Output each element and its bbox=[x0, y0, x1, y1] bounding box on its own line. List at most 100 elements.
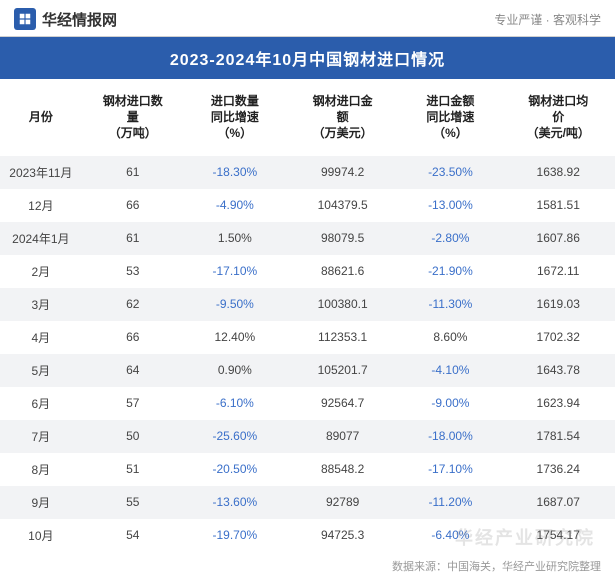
cell-qty-yoy: -25.60% bbox=[184, 420, 286, 453]
cell-qty: 61 bbox=[82, 222, 184, 255]
cell-month: 8月 bbox=[0, 453, 82, 486]
cell-amt: 99974.2 bbox=[286, 156, 399, 189]
table-row: 2023年11月61-18.30%99974.2-23.50%1638.92 bbox=[0, 156, 615, 189]
cell-price: 1619.03 bbox=[501, 288, 615, 321]
cell-month: 5月 bbox=[0, 354, 82, 387]
cell-amt-yoy: -17.10% bbox=[399, 453, 501, 486]
cell-qty-yoy: -9.50% bbox=[184, 288, 286, 321]
cell-month: 9月 bbox=[0, 486, 82, 519]
table-row: 12月66-4.90%104379.5-13.00%1581.51 bbox=[0, 189, 615, 222]
table-row: 8月51-20.50%88548.2-17.10%1736.24 bbox=[0, 453, 615, 486]
cell-qty-yoy: -13.60% bbox=[184, 486, 286, 519]
data-table-wrap: 月份 钢材进口数量（万吨） 进口数量同比增速（%） 钢材进口金额（万美元） 进口… bbox=[0, 79, 615, 552]
cell-qty: 66 bbox=[82, 189, 184, 222]
cell-amt-yoy: -6.40% bbox=[399, 519, 501, 552]
cell-amt: 112353.1 bbox=[286, 321, 399, 354]
cell-qty: 50 bbox=[82, 420, 184, 453]
cell-qty-yoy: -6.10% bbox=[184, 387, 286, 420]
table-row: 7月50-25.60%89077-18.00%1781.54 bbox=[0, 420, 615, 453]
table-row: 3月62-9.50%100380.1-11.30%1619.03 bbox=[0, 288, 615, 321]
cell-amt-yoy: -13.00% bbox=[399, 189, 501, 222]
cell-qty: 51 bbox=[82, 453, 184, 486]
table-row: 10月54-19.70%94725.3-6.40%1754.17 bbox=[0, 519, 615, 552]
cell-price: 1672.11 bbox=[501, 255, 615, 288]
cell-price: 1736.24 bbox=[501, 453, 615, 486]
col-header-amt: 钢材进口金额（万美元） bbox=[286, 79, 399, 156]
cell-amt-yoy: -21.90% bbox=[399, 255, 501, 288]
cell-amt-yoy: -9.00% bbox=[399, 387, 501, 420]
brand-block: 华经情报网 bbox=[14, 8, 117, 30]
table-row: 2024年1月611.50%98079.5-2.80%1607.86 bbox=[0, 222, 615, 255]
cell-qty-yoy: 1.50% bbox=[184, 222, 286, 255]
table-row: 9月55-13.60%92789-11.20%1687.07 bbox=[0, 486, 615, 519]
col-header-price: 钢材进口均价（美元/吨） bbox=[501, 79, 615, 156]
cell-price: 1643.78 bbox=[501, 354, 615, 387]
cell-price: 1607.86 bbox=[501, 222, 615, 255]
cell-qty-yoy: -20.50% bbox=[184, 453, 286, 486]
source-footer: 数据来源：中国海关，华经产业研究院整理 bbox=[0, 552, 615, 574]
cell-amt-yoy: -23.50% bbox=[399, 156, 501, 189]
cell-month: 7月 bbox=[0, 420, 82, 453]
cell-qty-yoy: -17.10% bbox=[184, 255, 286, 288]
cell-amt: 104379.5 bbox=[286, 189, 399, 222]
cell-amt-yoy: 8.60% bbox=[399, 321, 501, 354]
page-title: 2023-2024年10月中国钢材进口情况 bbox=[0, 37, 615, 79]
table-row: 2月53-17.10%88621.6-21.90%1672.11 bbox=[0, 255, 615, 288]
col-header-amt-yoy: 进口金额同比增速（%） bbox=[399, 79, 501, 156]
cell-qty: 61 bbox=[82, 156, 184, 189]
cell-price: 1781.54 bbox=[501, 420, 615, 453]
cell-amt: 105201.7 bbox=[286, 354, 399, 387]
cell-price: 1754.17 bbox=[501, 519, 615, 552]
cell-qty-yoy: 0.90% bbox=[184, 354, 286, 387]
cell-amt: 92789 bbox=[286, 486, 399, 519]
cell-amt: 100380.1 bbox=[286, 288, 399, 321]
cell-price: 1623.94 bbox=[501, 387, 615, 420]
cell-price: 1702.32 bbox=[501, 321, 615, 354]
cell-qty: 66 bbox=[82, 321, 184, 354]
brand-name: 华经情报网 bbox=[42, 9, 117, 30]
cell-qty: 54 bbox=[82, 519, 184, 552]
cell-qty-yoy: -19.70% bbox=[184, 519, 286, 552]
cell-qty: 57 bbox=[82, 387, 184, 420]
cell-month: 12月 bbox=[0, 189, 82, 222]
cell-amt-yoy: -18.00% bbox=[399, 420, 501, 453]
brand-logo-icon bbox=[14, 8, 36, 30]
cell-qty: 62 bbox=[82, 288, 184, 321]
cell-month: 4月 bbox=[0, 321, 82, 354]
cell-amt: 88621.6 bbox=[286, 255, 399, 288]
cell-month: 2月 bbox=[0, 255, 82, 288]
table-header-row: 月份 钢材进口数量（万吨） 进口数量同比增速（%） 钢材进口金额（万美元） 进口… bbox=[0, 79, 615, 156]
cell-amt: 94725.3 bbox=[286, 519, 399, 552]
cell-month: 3月 bbox=[0, 288, 82, 321]
page-header: 华经情报网 专业严谨 · 客观科学 bbox=[0, 0, 615, 37]
cell-price: 1581.51 bbox=[501, 189, 615, 222]
cell-amt: 89077 bbox=[286, 420, 399, 453]
data-table: 月份 钢材进口数量（万吨） 进口数量同比增速（%） 钢材进口金额（万美元） 进口… bbox=[0, 79, 615, 552]
cell-amt-yoy: -11.30% bbox=[399, 288, 501, 321]
cell-qty-yoy: 12.40% bbox=[184, 321, 286, 354]
cell-qty-yoy: -4.90% bbox=[184, 189, 286, 222]
cell-amt-yoy: -2.80% bbox=[399, 222, 501, 255]
cell-amt: 98079.5 bbox=[286, 222, 399, 255]
table-row: 4月6612.40%112353.18.60%1702.32 bbox=[0, 321, 615, 354]
cell-qty: 64 bbox=[82, 354, 184, 387]
cell-qty-yoy: -18.30% bbox=[184, 156, 286, 189]
cell-qty: 55 bbox=[82, 486, 184, 519]
cell-amt-yoy: -4.10% bbox=[399, 354, 501, 387]
cell-month: 10月 bbox=[0, 519, 82, 552]
table-row: 6月57-6.10%92564.7-9.00%1623.94 bbox=[0, 387, 615, 420]
cell-amt: 92564.7 bbox=[286, 387, 399, 420]
cell-price: 1638.92 bbox=[501, 156, 615, 189]
cell-qty: 53 bbox=[82, 255, 184, 288]
table-body: 2023年11月61-18.30%99974.2-23.50%1638.9212… bbox=[0, 156, 615, 552]
col-header-qty: 钢材进口数量（万吨） bbox=[82, 79, 184, 156]
cell-amt: 88548.2 bbox=[286, 453, 399, 486]
cell-month: 2023年11月 bbox=[0, 156, 82, 189]
cell-price: 1687.07 bbox=[501, 486, 615, 519]
col-header-month: 月份 bbox=[0, 79, 82, 156]
table-row: 5月640.90%105201.7-4.10%1643.78 bbox=[0, 354, 615, 387]
cell-month: 2024年1月 bbox=[0, 222, 82, 255]
cell-amt-yoy: -11.20% bbox=[399, 486, 501, 519]
cell-month: 6月 bbox=[0, 387, 82, 420]
col-header-qty-yoy: 进口数量同比增速（%） bbox=[184, 79, 286, 156]
